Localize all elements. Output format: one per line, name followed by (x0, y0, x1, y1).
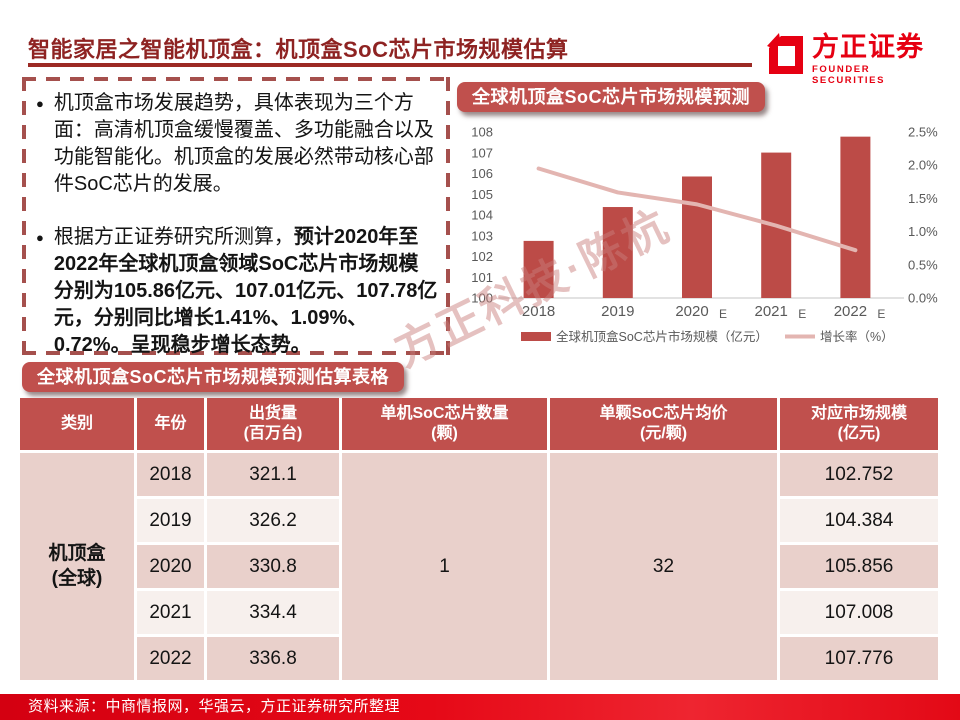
right-axis-tick: 1.0% (908, 224, 938, 239)
header-cell-3: 出货量 (百万台) (207, 398, 339, 450)
left-axis-tick: 101 (471, 270, 493, 285)
bullet-text-bold: 预计2020年至2022年全球机顶盒领域SoC芯片市场规模分别为105.86亿元… (53, 226, 438, 356)
x-label-2021: 2021 (755, 303, 788, 320)
x-label-2019: 2019 (601, 303, 634, 320)
year-cell-2019: 2019 (137, 499, 204, 542)
left-axis-tick: 107 (471, 145, 493, 160)
founder-securities-logo: 方正证券 FOUNDER SECURITIES (766, 26, 938, 86)
source-footer: 资料来源：中商情报网，华强云，方正证券研究所整理 (0, 694, 960, 720)
x-label-estimate-flag: E (719, 307, 727, 321)
founder-logo-icon (766, 26, 806, 83)
right-axis-tick: 0.0% (908, 291, 938, 306)
x-label-estimate-flag: E (798, 307, 806, 321)
header-cell-2: 年份 (137, 398, 204, 450)
market-cell-2018: 102.752 (780, 453, 938, 496)
market-cell-2019: 104.384 (780, 499, 938, 542)
left-axis-tick: 103 (471, 228, 493, 243)
x-label-2022: 2022 (834, 303, 867, 320)
chart-title-badge: 全球机顶盒SoC芯片市场规模预测 (457, 82, 765, 112)
market-cell-2022: 107.776 (780, 637, 938, 680)
bullet-text: 机顶盒市场发展趋势，具体表现为三个方面：高清机顶盒缓慢覆盖、多功能融合以及功能智… (53, 92, 434, 195)
header-cell-1: 类别 (20, 398, 134, 450)
right-axis-tick: 2.0% (908, 158, 938, 173)
bullet-text: 根据方正证券研究所测算，预计2020年至2022年全球机顶盒领域SoC芯片市场规… (54, 224, 438, 359)
table-title-badge: 全球机顶盒SoC芯片市场规模预测估算表格 (22, 362, 404, 392)
category-cell: 机顶盒 (全球) (20, 453, 134, 680)
bullet-icon: ● (36, 230, 44, 245)
source-text: 资料来源：中商情报网，华强云，方正证券研究所整理 (28, 698, 401, 715)
x-label-estimate-flag: E (877, 307, 885, 321)
bar-2018 (523, 240, 554, 298)
legend-line-label: 增长率（%） (820, 329, 894, 344)
logo-en-text: FOUNDER SECURITIES (812, 64, 886, 86)
bar-2022 (840, 136, 871, 298)
year-cell-2021: 2021 (137, 591, 204, 634)
summary-text-box: ● 机顶盒市场发展趋势，具体表现为三个方面：高清机顶盒缓慢覆盖、多功能融合以及功… (22, 77, 450, 356)
header-cell-6: 对应市场规模 (亿元) (780, 398, 938, 450)
soc-market-chart: 100 101 102 103 104 105 106 107 108 0.0% 0.5% 1.0% 1… (471, 125, 938, 345)
page-title: 智能家居之智能机顶盒：机顶盒SoC芯片市场规模估算 (28, 37, 569, 62)
right-axis-tick: 1.5% (908, 191, 938, 206)
legend-bar-swatch (521, 332, 551, 341)
market-cell-2020: 105.856 (780, 545, 938, 588)
header-cell-4: 单机SoC芯片数量 (颗) (342, 398, 547, 450)
left-axis-tick: 105 (471, 187, 493, 202)
legend-bar-label: 全球机顶盒SoC芯片市场规模（亿元） (556, 329, 768, 344)
right-axis-tick: 0.5% (908, 257, 938, 272)
chips-per-unit-cell: 1 (342, 453, 547, 680)
right-axis-tick: 2.5% (908, 125, 938, 140)
left-axis-tick: 102 (471, 249, 493, 264)
shipments-cell-2021: 334.4 (207, 591, 339, 634)
bar-2019 (602, 207, 633, 298)
year-cell-2022: 2022 (137, 637, 204, 680)
market-cell-2021: 107.008 (780, 591, 938, 634)
shipments-cell-2018: 321.1 (207, 453, 339, 496)
shipments-cell-2022: 336.8 (207, 637, 339, 680)
chip-price-cell: 32 (550, 453, 777, 680)
left-axis-tick: 104 (471, 208, 493, 223)
year-cell-2020: 2020 (137, 545, 204, 588)
left-axis-tick: 108 (471, 125, 493, 140)
growth-rate-line (536, 166, 858, 253)
bullet-market-trend: ● 机顶盒市场发展趋势，具体表现为三个方面：高清机顶盒缓慢覆盖、多功能融合以及功… (36, 90, 438, 198)
bar-2020 (682, 176, 712, 298)
bullet-forecast: ● 根据方正证券研究所测算，预计2020年至2022年全球机顶盒领域SoC芯片市… (36, 224, 438, 359)
left-axis-tick: 106 (471, 166, 493, 181)
shipments-cell-2020: 330.8 (207, 545, 339, 588)
x-label-2020: 2020 (675, 303, 708, 320)
bullet-icon: ● (36, 96, 44, 111)
logo-cn-text: 方正证券 (812, 32, 924, 62)
title-underline (28, 63, 752, 67)
bullet-text-normal: 根据方正证券研究所测算， (53, 226, 294, 248)
year-cell-2018: 2018 (137, 453, 204, 496)
header-cell-5: 单颗SoC芯片均价 (元/颗) (550, 398, 777, 450)
shipments-cell-2019: 326.2 (207, 499, 339, 542)
left-axis-tick: 100 (471, 291, 493, 306)
x-label-2018: 2018 (522, 303, 555, 320)
estimate-table: 类别 年份 出货量 (百万台) 单机SoC芯片数量 (颗) 单颗SoC芯片均价 (元/颗) 对应… (20, 398, 938, 680)
